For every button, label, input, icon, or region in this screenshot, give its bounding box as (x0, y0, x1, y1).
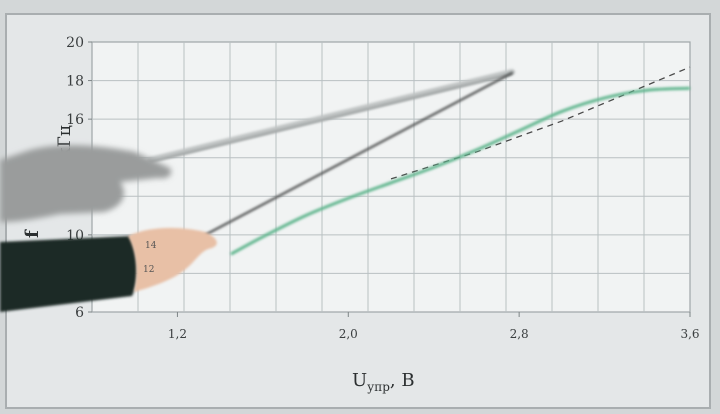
hand (128, 227, 217, 292)
measured-curve (230, 86, 691, 256)
pointer-stick-back-edge (149, 73, 513, 163)
x-axis-title-unit: , В (390, 370, 415, 391)
y-tick-label: 6 (75, 305, 84, 321)
inset-labels: 14 12 (143, 241, 157, 275)
x-axis-ticks: 1,2 2,0 2,8 3,6 (168, 312, 700, 341)
x-tick-label: 2,8 (510, 327, 529, 341)
x-tick-label: 3,6 (680, 327, 699, 341)
x-tick-label: 2,0 (339, 327, 358, 341)
hand-shadow (0, 145, 172, 222)
x-tick-label: 1,2 (168, 327, 187, 341)
inset-label-14: 14 (145, 241, 157, 251)
x-axis-title-main: U (352, 370, 367, 391)
sleeve (0, 236, 138, 312)
y-tick-label: 18 (66, 74, 84, 90)
pointer-stick (203, 71, 514, 237)
y-axis-title-prefix: f (22, 229, 43, 238)
inset-label-12: 12 (143, 265, 154, 275)
fit-line-dashed (390, 66, 691, 180)
y-tick-label: 20 (66, 35, 84, 51)
plot-area (91, 41, 691, 313)
y-tick-label: 16 (66, 112, 84, 128)
x-axis-title: Uупр, В (352, 370, 415, 394)
pointer-stick-back (147, 69, 515, 163)
x-axis-title-sub: упр (367, 380, 390, 394)
